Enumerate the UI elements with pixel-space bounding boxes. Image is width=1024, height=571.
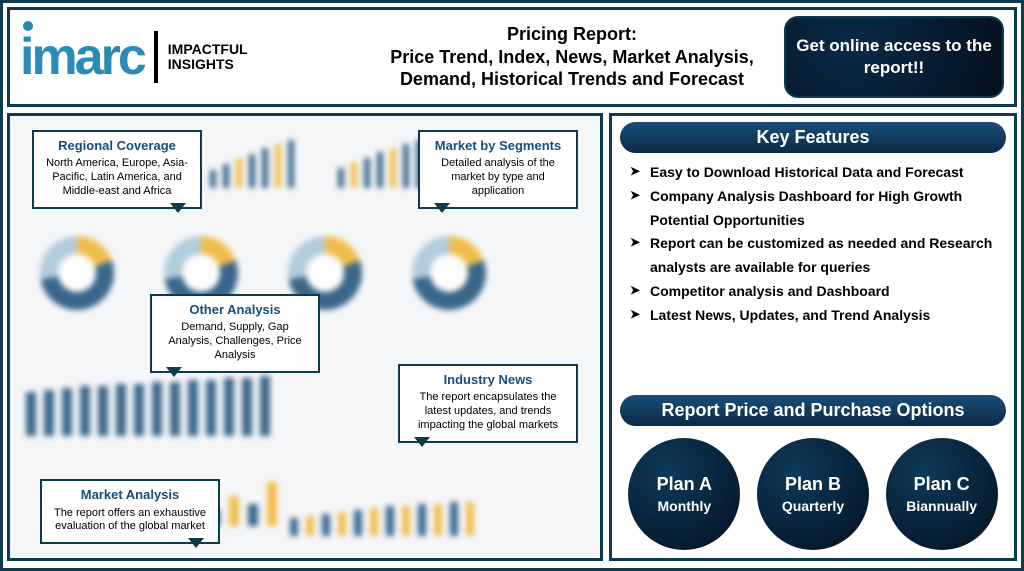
- feature-item: Latest News, Updates, and Trend Analysis: [630, 304, 1002, 328]
- logo-divider: [154, 31, 158, 83]
- callout-market: Market Analysis The report offers an exh…: [40, 479, 220, 544]
- plan-b-button[interactable]: Plan B Quarterly: [757, 438, 869, 550]
- callout-news: Industry News The report encapsulates th…: [398, 364, 578, 443]
- feature-item: Report can be customized as needed and R…: [630, 232, 1002, 280]
- logo-text: imarc: [20, 28, 144, 86]
- callout-segments: Market by Segments Detailed analysis of …: [418, 130, 578, 209]
- plan-a-button[interactable]: Plan A Monthly: [628, 438, 740, 550]
- right-panel: Key Features Easy to Download Historical…: [609, 113, 1017, 561]
- logo-dot-icon: [23, 21, 33, 31]
- header-bar: imarc IMPACTFUL INSIGHTS Pricing Report:…: [7, 7, 1017, 107]
- plans-row: Plan A Monthly Plan B Quarterly Plan C B…: [620, 434, 1006, 552]
- logo: imarc IMPACTFUL INSIGHTS: [20, 27, 360, 87]
- purchase-title: Report Price and Purchase Options: [620, 395, 1006, 426]
- feature-item: Easy to Download Historical Data and For…: [630, 161, 1002, 185]
- logo-tagline: IMPACTFUL INSIGHTS: [168, 42, 248, 73]
- dashboard-preview: Regional Coverage North America, Europe,…: [7, 113, 603, 561]
- main-content: Regional Coverage North America, Europe,…: [7, 113, 1017, 561]
- feature-item: Company Analysis Dashboard for High Grow…: [630, 185, 1002, 233]
- key-features-list: Easy to Download Historical Data and For…: [620, 161, 1006, 395]
- callout-other: Other Analysis Demand, Supply, Gap Analy…: [150, 294, 320, 373]
- feature-item: Competitor analysis and Dashboard: [630, 280, 1002, 304]
- key-features-title: Key Features: [620, 122, 1006, 153]
- logo-wordmark: imarc: [20, 27, 144, 87]
- plan-c-button[interactable]: Plan C Biannually: [886, 438, 998, 550]
- callout-regional: Regional Coverage North America, Europe,…: [32, 130, 202, 209]
- cta-button[interactable]: Get online access to the report!!: [784, 16, 1004, 98]
- page-title: Pricing Report: Price Trend, Index, News…: [370, 23, 774, 91]
